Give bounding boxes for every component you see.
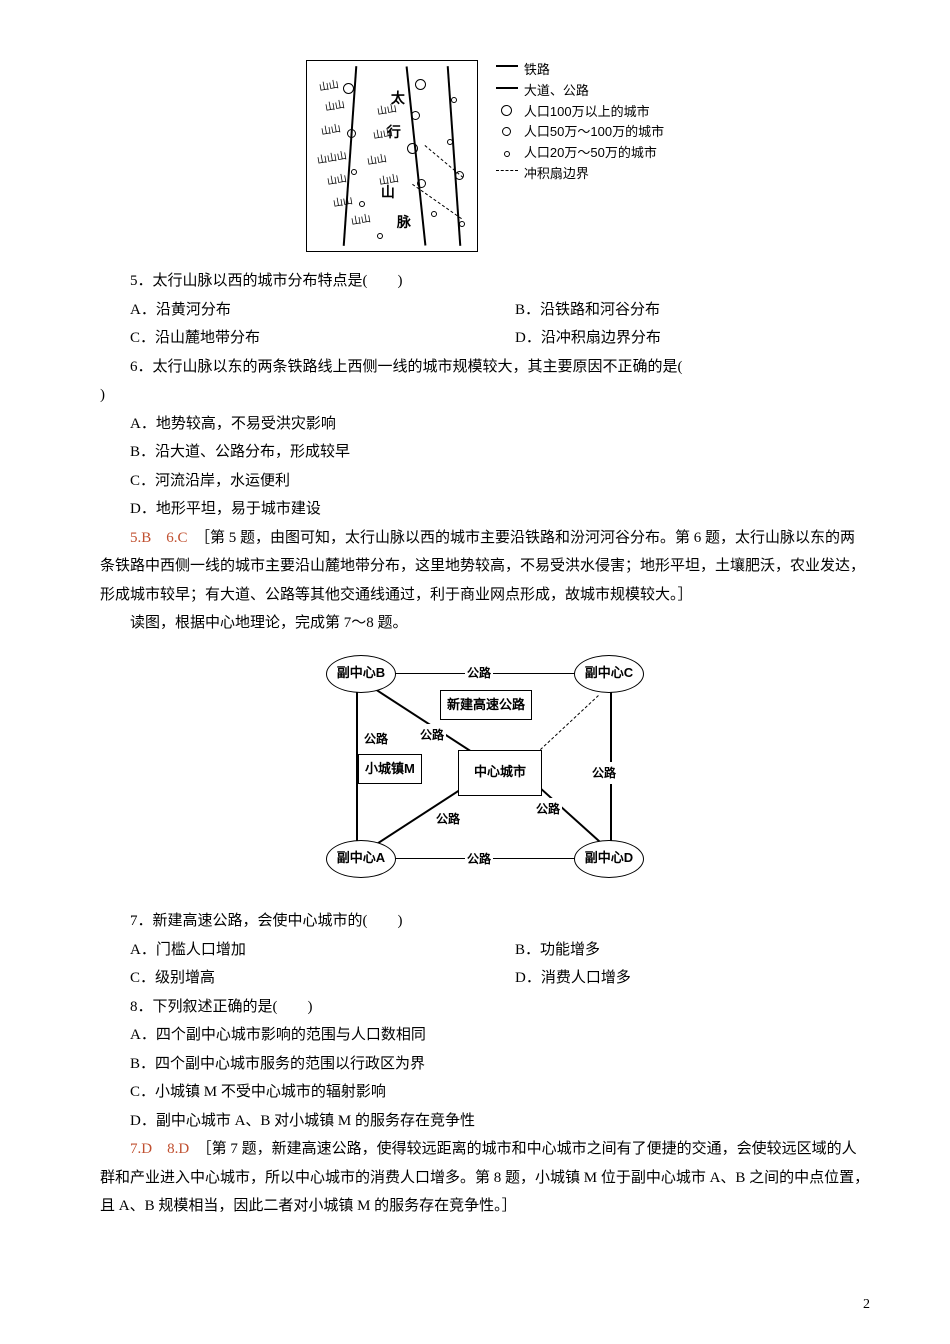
q7-options-row2: C．级别增高 D．消费人口增多: [100, 964, 870, 993]
lead-78: 读图，根据中心地理论，完成第 7～8 题。: [100, 609, 870, 638]
city-mid-icon: [496, 122, 518, 143]
q6-paren-close: ): [100, 381, 870, 410]
node-sub-b: 副中心B: [326, 655, 396, 693]
city-sml-icon: [359, 201, 365, 207]
q7-opt-a: A．门槛人口增加: [100, 936, 485, 965]
legend-item: 大道、公路: [496, 81, 664, 102]
dash-icon: [496, 170, 518, 171]
mountain-glyph: ⼭⼭: [365, 149, 388, 171]
answer-56: 5.B 6.C ［第 5 题，由图可知，太行山脉以西的城市主要沿铁路和汾河河谷分…: [100, 524, 870, 610]
edge-label-road: 公路: [534, 798, 562, 821]
q5-opt-c: C．沿山麓地带分布: [100, 324, 485, 353]
map-char: 行: [387, 119, 401, 146]
road-icon: [496, 87, 518, 89]
node-sub-c: 副中心C: [574, 655, 644, 693]
map-char: 脉: [397, 209, 411, 236]
city-sml-icon: [431, 211, 437, 217]
q7-options-row1: A．门槛人口增加 B．功能增多: [100, 936, 870, 965]
legend-item: 人口20万～50万的城市: [496, 143, 664, 164]
diagram-wrap: 公路 公路 公路 公路 公路 公路 公路 副中心B 副中心C 副中心A 副中心D…: [100, 650, 870, 896]
answer-78: 7.D 8.D ［第 7 题，新建高速公路，使得较远距离的城市和中心城市之间有了…: [100, 1135, 870, 1221]
q6-stem: 6．太行山脉以东的两条铁路线上西侧一线的城市规模较大，其主要原因不正确的是(: [100, 353, 870, 382]
q8-opt-d: D．副中心城市 A、B 对小城镇 M 的服务存在竞争性: [100, 1107, 870, 1136]
edge-label-road: 公路: [590, 762, 618, 785]
q5-options-row1: A．沿黄河分布 B．沿铁路和河谷分布: [100, 296, 870, 325]
legend-item: 冲积扇边界: [496, 164, 664, 185]
q5-options-row2: C．沿山麓地带分布 D．沿冲积扇边界分布: [100, 324, 870, 353]
edge-label-road: 公路: [418, 724, 446, 747]
map-char: 太: [391, 85, 405, 112]
city-sml-icon: [496, 143, 518, 164]
rail-line: [447, 66, 462, 246]
mountain-glyph: ⼭⼭⼭: [316, 147, 349, 171]
q5-stem: 5．太行山脉以西的城市分布特点是( ): [100, 267, 870, 296]
legend-label: 人口50万～100万的城市: [524, 122, 664, 143]
mountain-glyph: ⼭⼭: [323, 95, 346, 117]
q7-opt-c: C．级别增高: [100, 964, 485, 993]
node-center-city: 中心城市: [458, 750, 542, 796]
city-sml-icon: [351, 169, 357, 175]
mountain-glyph: ⼭⼭: [319, 119, 342, 141]
legend-label: 人口100万以上的城市: [524, 102, 650, 123]
q6-opt-c: C．河流沿岸，水运便利: [100, 467, 870, 496]
q8-opt-a: A．四个副中心城市影响的范围与人口数相同: [100, 1021, 870, 1050]
mountain-glyph: ⼭⼭: [317, 75, 340, 97]
city-sml-icon: [451, 97, 457, 103]
legend-label: 铁路: [524, 60, 550, 81]
node-town-m: 小城镇M: [358, 754, 422, 785]
legend-label: 冲积扇边界: [524, 164, 589, 185]
legend-item: 人口100万以上的城市: [496, 102, 664, 123]
rail-icon: [496, 65, 518, 67]
city-big-icon: [343, 83, 354, 94]
mountain-glyph: ⼭⼭: [349, 209, 372, 231]
node-sub-d: 副中心D: [574, 840, 644, 878]
q7-stem: 7．新建高速公路，会使中心城市的( ): [100, 907, 870, 936]
edge-label-road: 公路: [362, 728, 390, 751]
legend-label: 大道、公路: [524, 81, 589, 102]
edge-label-road: 公路: [434, 808, 462, 831]
legend-item: 铁路: [496, 60, 664, 81]
map-figure: ⼭⼭ ⼭⼭ ⼭⼭ ⼭⼭⼭ ⼭⼭ ⼭⼭ ⼭⼭ ⼭⼭ ⼭⼭ ⼭⼭ ⼭⼭ 太 行 山 …: [306, 60, 478, 252]
q6-opt-d: D．地形平坦，易于城市建设: [100, 495, 870, 524]
q6-opt-a: A．地势较高，不易受洪灾影响: [100, 410, 870, 439]
answer-56-label: 5.B 6.C: [130, 530, 188, 546]
city-sml-icon: [377, 233, 383, 239]
city-big-icon: [496, 102, 518, 123]
q8-opt-c: C．小城镇 M 不受中心城市的辐射影响: [100, 1078, 870, 1107]
central-place-diagram: 公路 公路 公路 公路 公路 公路 公路 副中心B 副中心C 副中心A 副中心D…: [320, 650, 650, 885]
legend-label: 人口20万～50万的城市: [524, 143, 657, 164]
figure-map-legend: ⼭⼭ ⼭⼭ ⼭⼭ ⼭⼭⼭ ⼭⼭ ⼭⼭ ⼭⼭ ⼭⼭ ⼭⼭ ⼭⼭ ⼭⼭ 太 行 山 …: [100, 60, 870, 252]
mountain-glyph: ⼭⼭: [331, 191, 354, 213]
edge-label-road: 公路: [465, 848, 493, 871]
map-char: 山: [381, 179, 395, 206]
fan-boundary: [424, 145, 463, 178]
mountain-glyph: ⼭⼭: [325, 169, 348, 191]
node-expressway: 新建高速公路: [440, 690, 532, 721]
legend-item: 人口50万～100万的城市: [496, 122, 664, 143]
q5-opt-b: B．沿铁路和河谷分布: [485, 296, 870, 325]
answer-78-label: 7.D 8.D: [130, 1141, 189, 1157]
q5-opt-a: A．沿黄河分布: [100, 296, 485, 325]
edge-label-road: 公路: [465, 662, 493, 685]
q5-opt-d: D．沿冲积扇边界分布: [485, 324, 870, 353]
answer-56-text: ［第 5 题，由图可知，太行山脉以西的城市主要沿铁路和汾河河谷分布。第 6 题，…: [100, 530, 865, 603]
answer-78-text: ［第 7 题，新建高速公路，使得较远距离的城市和中心城市之间有了便捷的交通，会使…: [100, 1141, 869, 1214]
q7-opt-b: B．功能增多: [485, 936, 870, 965]
city-big-icon: [415, 79, 426, 90]
map-legend: 铁路 大道、公路 人口100万以上的城市 人口50万～100万的城市 人口20万…: [496, 60, 664, 185]
q8-opt-b: B．四个副中心城市服务的范围以行政区为界: [100, 1050, 870, 1079]
q6-opt-b: B．沿大道、公路分布，形成较早: [100, 438, 870, 467]
node-sub-a: 副中心A: [326, 840, 396, 878]
page-number: 2: [863, 1292, 870, 1319]
q8-stem: 8．下列叙述正确的是( ): [100, 993, 870, 1022]
q7-opt-d: D．消费人口增多: [485, 964, 870, 993]
